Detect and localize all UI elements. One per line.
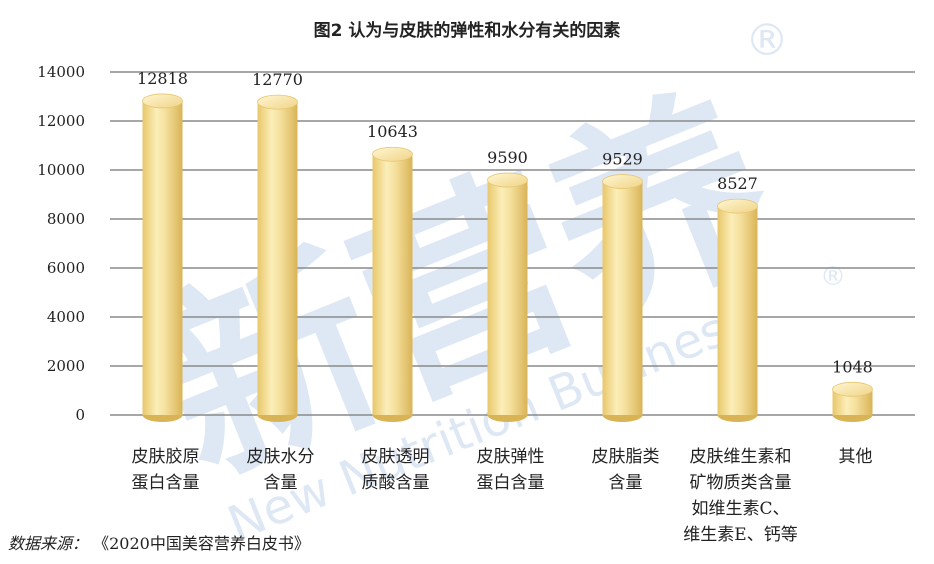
category-label-5-2: 如维生素C、 [691, 499, 789, 519]
bar-5-top [717, 198, 758, 214]
value-label-4: 9529 [602, 150, 643, 169]
category-label-5-1: 矿物质类含量 [690, 473, 792, 493]
y-axis-ticks: 0 2000 4000 6000 8000 10000 12000 14000 [37, 63, 85, 424]
category-label-4-1: 含量 [609, 473, 643, 493]
bar-4-top [602, 174, 643, 189]
bar-1 [257, 94, 298, 422]
bar-3 [487, 172, 528, 422]
bar-6-top [832, 381, 873, 397]
category-label-3-1: 蛋白含量 [477, 473, 545, 493]
y-tick-label-7: 14000 [37, 63, 85, 81]
y-tick-label-4: 8000 [47, 210, 85, 228]
y-tick-label-2: 4000 [47, 308, 85, 326]
bar-1-body [257, 102, 298, 415]
source-text: 《2020中国美容营养白皮书》 [93, 534, 310, 553]
source-label: 数据来源： [8, 534, 89, 553]
bar-0 [142, 93, 183, 422]
y-tick-label-1: 2000 [47, 357, 85, 375]
category-label-2-0: 皮肤透明 [362, 447, 430, 467]
bar-4-body [602, 181, 643, 415]
category-label-6-0: 其他 [839, 447, 873, 467]
bar-3-top [487, 172, 528, 188]
y-tick-label-6: 12000 [37, 112, 85, 130]
y-tick-label-5: 10000 [37, 161, 85, 179]
category-label-5-3: 维生素E、钙等 [683, 525, 797, 545]
value-label-1: 12770 [252, 70, 303, 89]
watermark-mark-1: ® [745, 15, 789, 66]
category-label-5-0: 皮肤维生素和 [690, 447, 792, 467]
category-label-4-0: 皮肤脂类 [592, 447, 660, 467]
bar-2-body [372, 154, 413, 415]
category-label-0-0: 皮肤胶原 [132, 447, 200, 467]
chart-title: 图2 认为与皮肤的弹性和水分有关的因素 [314, 20, 621, 41]
y-tick-label-0: 0 [75, 406, 85, 424]
value-label-6: 1048 [832, 357, 873, 376]
value-label-0: 12818 [137, 69, 188, 88]
bar-3-body [487, 180, 528, 415]
bar-4 [602, 174, 643, 422]
category-label-2-1: 质酸含量 [362, 473, 430, 493]
category-label-1-0: 皮肤水分 [247, 447, 315, 467]
y-tick-label-3: 6000 [47, 259, 85, 277]
bar-5 [717, 198, 758, 422]
bars [142, 93, 873, 422]
data-labels: 12818 12770 10643 9590 9529 8527 1048 [137, 69, 873, 376]
bar-1-top [257, 94, 298, 110]
category-label-1-1: 含量 [264, 473, 298, 493]
value-label-3: 9590 [487, 148, 528, 167]
bar-0-body [142, 100, 183, 416]
data-source: 数据来源： 《2020中国美容营养白皮书》 [8, 530, 310, 554]
bar-2-top [372, 146, 413, 162]
value-label-5: 8527 [717, 174, 758, 193]
value-label-2: 10643 [367, 122, 418, 141]
bar-0-top [142, 93, 183, 109]
bar-2 [372, 146, 413, 422]
bar-5-body [717, 206, 758, 415]
category-label-0-1: 蛋白含量 [132, 473, 200, 493]
category-label-3-0: 皮肤弹性 [477, 447, 545, 467]
bar-6 [832, 381, 873, 422]
watermark-mark-2: ® [820, 262, 846, 292]
